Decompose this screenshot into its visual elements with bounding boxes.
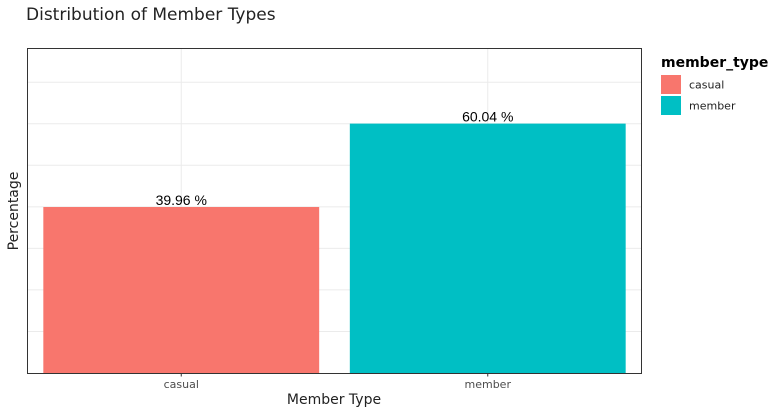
x-tick-label-member: member bbox=[465, 378, 512, 391]
data-label-casual: 39.96 % bbox=[156, 192, 207, 208]
legend-label-member: member bbox=[689, 100, 736, 113]
x-tick-label-casual: casual bbox=[164, 378, 199, 391]
data-label-member: 60.04 % bbox=[462, 109, 513, 125]
bar-member bbox=[349, 123, 626, 373]
y-axis-title: Percentage bbox=[6, 172, 22, 251]
legend: casual member bbox=[661, 75, 736, 115]
legend-key-member bbox=[661, 96, 681, 115]
x-axis-title: Member Type bbox=[287, 392, 381, 408]
legend-key-casual bbox=[661, 75, 681, 94]
chart-title: Distribution of Member Types bbox=[26, 5, 276, 25]
bar-casual bbox=[43, 207, 320, 373]
x-tick-labels: casual member bbox=[164, 373, 512, 391]
plot-panel-border bbox=[27, 48, 642, 374]
legend-title: member_type bbox=[661, 55, 768, 71]
legend-label-casual: casual bbox=[689, 79, 724, 92]
bars bbox=[43, 123, 626, 373]
data-labels: 39.96 % 60.04 % bbox=[156, 109, 514, 208]
